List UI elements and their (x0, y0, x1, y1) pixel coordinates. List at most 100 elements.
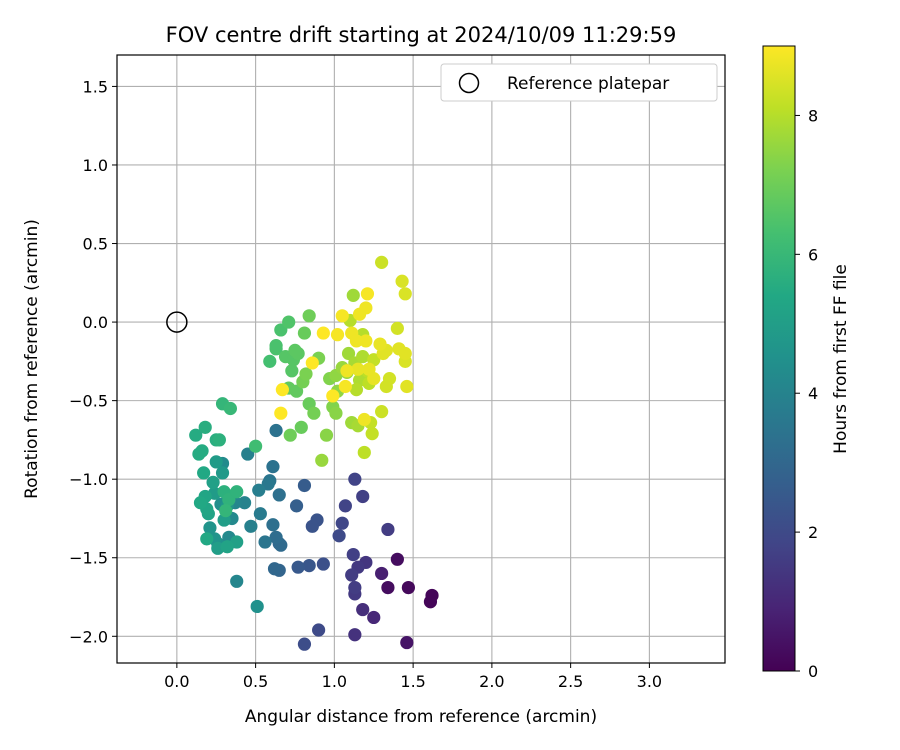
data-point (392, 342, 406, 356)
data-point (329, 406, 343, 420)
legend-marker (458, 72, 480, 94)
data-point (189, 428, 203, 442)
legend-box (440, 63, 718, 102)
data-point (274, 406, 288, 420)
data-point (302, 309, 316, 323)
data-point (338, 499, 352, 513)
data-point (316, 326, 330, 340)
data-point (203, 521, 217, 535)
colorbar-label: Hours from first FF file (831, 264, 851, 454)
x-tick-label: 1.5 (400, 672, 425, 691)
data-point (375, 255, 389, 269)
data-point (258, 535, 272, 549)
data-point (357, 445, 371, 460)
data-point (367, 610, 381, 625)
y-tick-label: −0.5 (69, 392, 108, 411)
data-point (289, 499, 304, 513)
data-point (253, 507, 267, 521)
x-tick-label: 0.0 (164, 672, 189, 691)
data-point (375, 405, 389, 419)
colorbar-tick-label: 2 (808, 523, 818, 542)
data-point (269, 339, 283, 353)
data-point (348, 628, 362, 642)
data-point (346, 547, 360, 562)
data-point (351, 362, 365, 376)
data-point (302, 558, 316, 573)
data-point (285, 364, 299, 378)
colorbar-gradient (762, 45, 796, 672)
data-point (356, 350, 370, 364)
data-point (297, 478, 312, 493)
data-point (373, 337, 387, 351)
data-point (356, 489, 370, 504)
x-tick-label: 2.0 (479, 672, 504, 691)
data-point (319, 428, 334, 442)
data-point (212, 433, 226, 447)
data-point (282, 315, 296, 329)
data-point (359, 334, 373, 348)
data-point (352, 307, 367, 321)
data-point (312, 623, 326, 637)
y-tick-label: 0.0 (83, 313, 108, 332)
data-point (330, 328, 345, 342)
colorbar-ticks: 0 2 4 6 8 (795, 106, 818, 681)
y-tick-label: −2.0 (69, 627, 108, 646)
data-point (294, 420, 308, 434)
colorbar-tick-label: 6 (808, 245, 818, 264)
plot-frame (116, 54, 726, 664)
data-point (375, 566, 389, 581)
data-point (289, 384, 304, 398)
data-point (198, 420, 212, 434)
data-point (305, 519, 319, 533)
data-point (299, 367, 313, 381)
data-point (423, 595, 438, 609)
data-point (357, 412, 371, 427)
x-axis-label: Angular distance from reference (arcmin) (245, 707, 597, 727)
legend-entry-reference-platepar: Reference platepar (507, 74, 669, 94)
data-point (263, 354, 277, 368)
y-axis-label: Rotation from reference (arcmin) (22, 219, 42, 499)
data-point (209, 455, 223, 469)
data-point (346, 288, 360, 302)
scatter-points (189, 255, 439, 651)
data-point (269, 423, 283, 438)
data-point (230, 574, 244, 588)
data-point (400, 379, 414, 394)
data-point (390, 552, 404, 566)
data-point (291, 560, 305, 574)
data-point (267, 562, 282, 576)
reference-platepar-marker (166, 311, 188, 333)
data-point (335, 516, 349, 530)
data-point (237, 496, 252, 510)
data-point (381, 522, 395, 537)
data-point (219, 504, 233, 518)
data-point (283, 428, 297, 442)
data-point (269, 530, 283, 544)
data-point (192, 447, 206, 461)
data-point (362, 362, 376, 376)
data-point (360, 287, 375, 301)
x-tick-label: 3.0 (637, 672, 662, 691)
colorbar-tick-label: 4 (808, 384, 818, 403)
data-point (288, 343, 302, 357)
data-point (400, 635, 414, 650)
data-point (395, 274, 409, 288)
reference-marker (166, 311, 188, 333)
data-point (349, 383, 364, 397)
data-point (220, 540, 234, 554)
y-tick-label: 0.5 (83, 235, 108, 254)
y-tick-label: −1.5 (69, 549, 108, 568)
data-point (382, 372, 397, 386)
data-point (206, 475, 220, 489)
data-point (261, 477, 275, 491)
x-tick-label: 1.0 (322, 672, 347, 691)
data-point (272, 488, 286, 502)
data-point (326, 389, 340, 403)
data-point (365, 427, 379, 441)
data-point (340, 364, 354, 378)
x-tick-label: 2.5 (558, 672, 583, 691)
data-point (356, 602, 370, 617)
data-point (223, 401, 238, 416)
x-tick-label: 0.5 (243, 672, 268, 691)
